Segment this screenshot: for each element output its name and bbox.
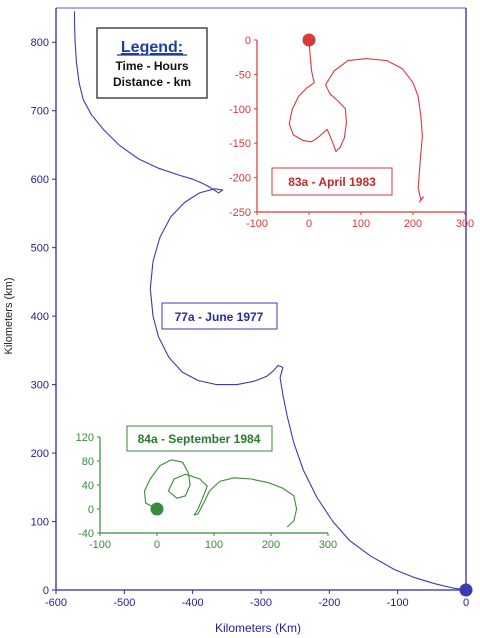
inset-84a-y-tick-label: 120 <box>76 432 94 444</box>
inset-83a-x-tick-label: 200 <box>404 218 422 230</box>
inset-83a-series <box>288 33 424 203</box>
inset-84a-x-tick-label: -100 <box>89 539 111 551</box>
inset-83a-x-tick-label: 300 <box>456 218 474 230</box>
main-plot-x-tick-label: -300 <box>250 597 272 609</box>
inset-84a-y-tick-label: -40 <box>78 528 94 540</box>
inset-84a-y-tick-label: 0 <box>88 504 94 516</box>
main-ticks: -600 -500 -400 -300 -200 -100 0010020030040050… <box>31 37 469 609</box>
inset-84a-x-tick-label: 100 <box>205 539 223 551</box>
inset-84a-track-line <box>143 459 298 528</box>
main-plot-x-tick-label: -400 <box>182 597 204 609</box>
inset-84a-y-tick-label: 40 <box>82 480 94 492</box>
inset-84a-label: 84a - September 1984 <box>138 432 261 446</box>
legend-box: Legend: Time - Hours Distance - km <box>96 27 208 99</box>
inset-83a-y-tick-label: -200 <box>229 173 251 185</box>
inset-83a-start-marker <box>302 33 316 47</box>
main-plot: -600 -500 -400 -300 -200 -100 0010020030040050… <box>3 7 473 635</box>
legend-title: Legend: <box>121 39 183 56</box>
main-plot-y-tick-label: 0 <box>43 585 49 597</box>
main-plot-y-tick-label: 100 <box>31 517 49 529</box>
inset-84a-x-tick-label: 200 <box>262 539 280 551</box>
main-plot-y-tick-label: 800 <box>31 37 49 49</box>
inset-83a-track-line <box>288 39 424 203</box>
inset-83a-x-tick-label: 100 <box>352 218 370 230</box>
inset-83a-y-tick-label: -50 <box>235 69 251 81</box>
main-series-label-box: 77a - June 1977 <box>161 302 278 330</box>
inset-84a: -100 0 100 200 300 120 80 40 0 -40 84a - Septembe… <box>76 425 338 551</box>
main-plot-y-tick-label: 400 <box>31 311 49 323</box>
main-plot-x-tick-label: -500 <box>113 597 135 609</box>
main-y-axis-label: Kilometers (km) <box>3 277 15 354</box>
main-plot-x-tick-label: 0 <box>463 597 469 609</box>
legend-line-time: Time - Hours <box>115 59 188 73</box>
main-plot-y-tick-label: 200 <box>31 448 49 460</box>
main-plot-y-tick-label: 300 <box>31 380 49 392</box>
inset-83a-x-tick-label: -100 <box>246 218 268 230</box>
main-plot-x-tick-label: -100 <box>387 597 409 609</box>
legend-line-distance: Distance - km <box>113 75 191 89</box>
inset-83a-y-tick-label: 0 <box>245 35 251 47</box>
main-plot-x-tick-label: -200 <box>318 597 340 609</box>
inset-83a-y-tick-label: -250 <box>229 207 251 219</box>
inset-83a-x-tick-label: 0 <box>306 218 312 230</box>
main-series-label: 77a - June 1977 <box>175 310 264 324</box>
main-plot-y-tick-label: 700 <box>31 106 49 118</box>
main-x-axis-label: Kilometers (Km) <box>215 621 301 635</box>
inset-83a: -100 0 100 200 300 0 -50 -100 -150 -200 -250 83a -… <box>229 33 474 230</box>
inset-84a-start-marker <box>150 502 164 516</box>
inset-84a-x-tick-label: 300 <box>319 539 337 551</box>
inset-84a-series <box>143 459 298 528</box>
main-series <box>73 11 473 597</box>
inset-83a-y-tick-label: -150 <box>229 138 251 150</box>
main-plot-start-marker <box>459 583 473 597</box>
main-plot-y-tick-label: 500 <box>31 243 49 255</box>
inset-84a-y-tick-label: 80 <box>82 456 94 468</box>
inset-84a-x-tick-label: 0 <box>154 539 160 551</box>
inset-83a-ticks: -100 0 100 200 300 0 -50 -100 -150 -200 -250 <box>229 35 474 230</box>
inset-84a-ticks: -100 0 100 200 300 120 80 40 0 -40 <box>76 432 338 551</box>
main-plot-track-line <box>73 11 467 591</box>
inset-83a-y-tick-label: -100 <box>229 104 251 116</box>
main-plot-x-tick-label: -600 <box>45 597 67 609</box>
inset-83a-label: 83a - April 1983 <box>288 175 376 189</box>
main-plot-y-tick-label: 600 <box>31 174 49 186</box>
